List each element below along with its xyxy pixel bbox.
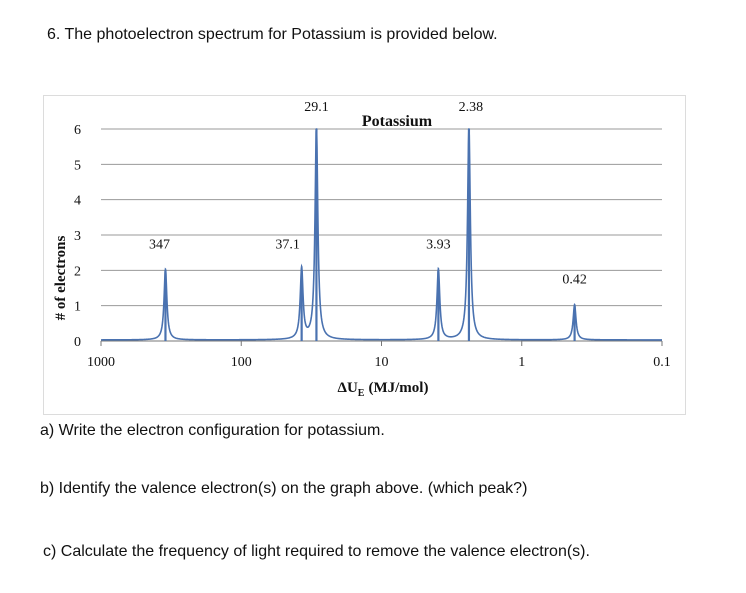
peak-labels: 347 37.1 29.1 3.93 2.38 0.42: [149, 100, 587, 288]
spectrum-line: [101, 128, 662, 341]
x-tick-label: 10: [375, 355, 389, 370]
y-tick-label: 5: [74, 158, 81, 173]
peak-label-37.1: 37.1: [275, 237, 300, 252]
x-tick-label: 100: [231, 355, 252, 370]
spectrum-peaks: [101, 128, 662, 341]
x-axis-label-subscript: E: [358, 388, 365, 399]
peak-label-2.38: 2.38: [459, 100, 484, 115]
x-tick-label: 1000: [87, 355, 115, 370]
chart-title: Potassium: [362, 113, 433, 130]
pes-chart: 0 1 2 3 4 5 6 1000 100 10 1 0.1 347 37.1 29.1 3.93 2.38…: [43, 95, 686, 415]
pes-chart-svg: 0 1 2 3 4 5 6 1000 100 10 1 0.1 347 37.1 29.1 3.93 2.38…: [53, 100, 671, 399]
question-part-b: b) Identify the valence electron(s) on t…: [40, 480, 528, 497]
gridlines: [101, 128, 662, 307]
x-tick-label: 1: [518, 355, 525, 370]
y-tick-label: 0: [74, 335, 81, 350]
x-axis-label: ΔUE (MJ/mol): [338, 380, 429, 399]
x-tick-label: 0.1: [653, 355, 671, 370]
question-part-a: a) Write the electron configuration for …: [40, 422, 385, 439]
question-title: 6. The photoelectron spectrum for Potass…: [47, 26, 498, 43]
x-axis-label-unit: (MJ/mol): [368, 380, 428, 396]
peak-label-29.1: 29.1: [304, 100, 329, 115]
y-tick-label: 4: [74, 194, 81, 209]
peak-label-0.42: 0.42: [562, 273, 587, 288]
y-tick-label: 6: [74, 123, 81, 138]
peak-label-347: 347: [149, 237, 170, 252]
axes: 0 1 2 3 4 5 6 1000 100 10 1 0.1: [74, 123, 671, 370]
x-axis-label-main: ΔU: [338, 380, 358, 396]
y-tick-label: 2: [74, 264, 81, 279]
question-part-c: c) Calculate the frequency of light requ…: [43, 543, 590, 560]
y-tick-label: 3: [74, 229, 81, 244]
y-tick-label: 1: [74, 300, 81, 315]
y-axis-label: # of electrons: [53, 235, 69, 320]
peak-label-3.93: 3.93: [426, 237, 451, 252]
